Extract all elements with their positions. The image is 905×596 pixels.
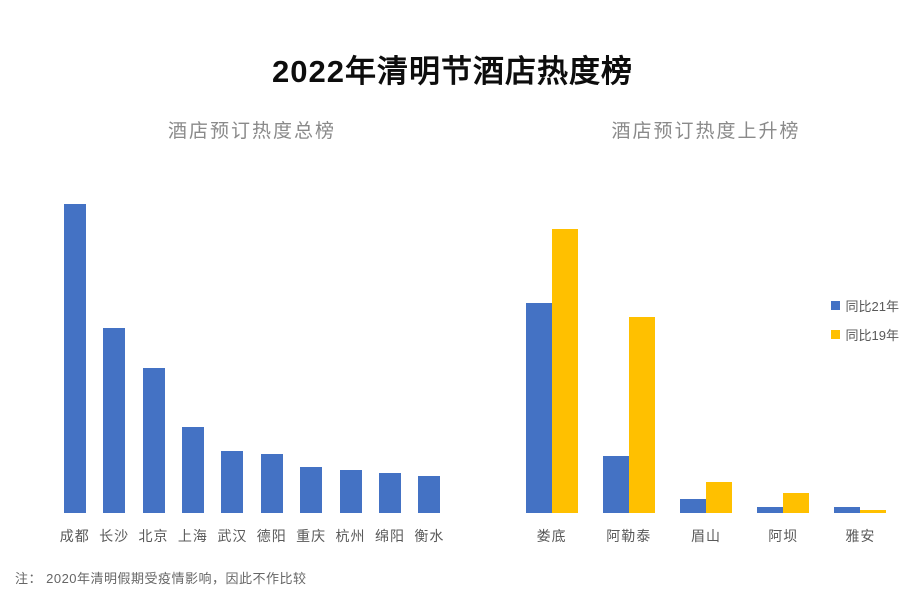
bar-group-cell (745, 190, 822, 513)
bar-group (602, 317, 655, 513)
bar (706, 481, 732, 513)
x-axis-label: 重庆 (296, 528, 327, 544)
bar (142, 367, 165, 513)
rising-ranking-chart-title: 酒店预订热度上升榜 (611, 121, 801, 142)
bar-cell (252, 190, 291, 513)
x-axis-label: 绵阳 (374, 528, 405, 544)
bar (103, 327, 126, 513)
x-axis-label: 娄底 (536, 528, 567, 544)
x-axis-label: 德阳 (256, 528, 287, 544)
bar (551, 229, 578, 513)
bar-group-cell (667, 190, 744, 513)
bar (860, 510, 887, 513)
legend-color-swatch (830, 301, 840, 310)
bar (181, 426, 204, 513)
bar-group-cell (590, 190, 667, 513)
x-axis-label: 长沙 (99, 528, 130, 544)
bar (783, 493, 810, 513)
bar-group (834, 507, 887, 513)
x-axis-label: 阿勒泰 (606, 528, 652, 544)
legend-label: 同比19年 (845, 328, 899, 343)
total-ranking-plot-area (55, 190, 449, 513)
bar-cell (410, 190, 449, 513)
x-axis-label: 上海 (177, 528, 208, 544)
bar-cell (94, 190, 133, 513)
x-axis-label: 衡水 (414, 528, 445, 544)
x-axis-label: 武汉 (217, 528, 248, 544)
bar-cell (331, 190, 370, 513)
x-axis-label: 眉山 (691, 528, 721, 544)
bar (834, 507, 861, 513)
x-axis-label: 阿坝 (768, 528, 799, 544)
footnote: 注： 2020年清明假期受疫情影响，因此不作比较 (15, 571, 307, 586)
bar-cell (291, 190, 330, 513)
rising-ranking-chart: 娄底 阿勒泰 眉山 阿坝 雅安 同比21年同比19年 (513, 190, 899, 546)
total-ranking-x-axis: 成都 长沙 北京 上海 武汉 德阳 重庆 杭州 绵阳 衡水 (55, 526, 449, 546)
bar (680, 498, 706, 513)
bar (378, 472, 401, 513)
rising-ranking-plot-area (513, 190, 899, 513)
legend: 同比21年同比19年 (830, 296, 899, 344)
bar-group-cell (822, 190, 899, 513)
bar-group (525, 229, 578, 513)
bar (339, 469, 362, 513)
total-ranking-chart: 成都 长沙 北京 上海 武汉 德阳 重庆 杭州 绵阳 衡水 (55, 190, 449, 546)
bar-cell (173, 190, 212, 513)
bar (63, 204, 86, 513)
bar-group-cell (513, 190, 590, 513)
page-title: 2022年清明节酒店热度榜 (272, 54, 633, 89)
bar (757, 507, 784, 513)
bar (260, 454, 283, 513)
bar (300, 466, 323, 513)
x-axis-label: 杭州 (335, 528, 366, 544)
bar-group (680, 481, 732, 513)
legend-color-swatch (830, 330, 840, 339)
total-ranking-chart-title: 酒店预订热度总榜 (167, 121, 336, 142)
x-axis-label: 成都 (59, 528, 90, 544)
bar (628, 317, 655, 513)
bar-cell (213, 190, 252, 513)
bar-cell (134, 190, 173, 513)
rising-ranking-x-axis: 娄底 阿勒泰 眉山 阿坝 雅安 (513, 526, 899, 546)
bar-cell (370, 190, 409, 513)
x-axis-label: 雅安 (845, 528, 876, 544)
bar (602, 456, 629, 513)
bar-group (757, 493, 810, 513)
legend-item: 同比19年 (830, 325, 899, 344)
legend-item: 同比21年 (830, 296, 899, 315)
bar (221, 451, 244, 513)
bar (418, 475, 441, 513)
x-axis-label: 北京 (138, 528, 169, 544)
bar-cell (55, 190, 94, 513)
legend-label: 同比21年 (845, 299, 899, 314)
bar (525, 302, 552, 513)
